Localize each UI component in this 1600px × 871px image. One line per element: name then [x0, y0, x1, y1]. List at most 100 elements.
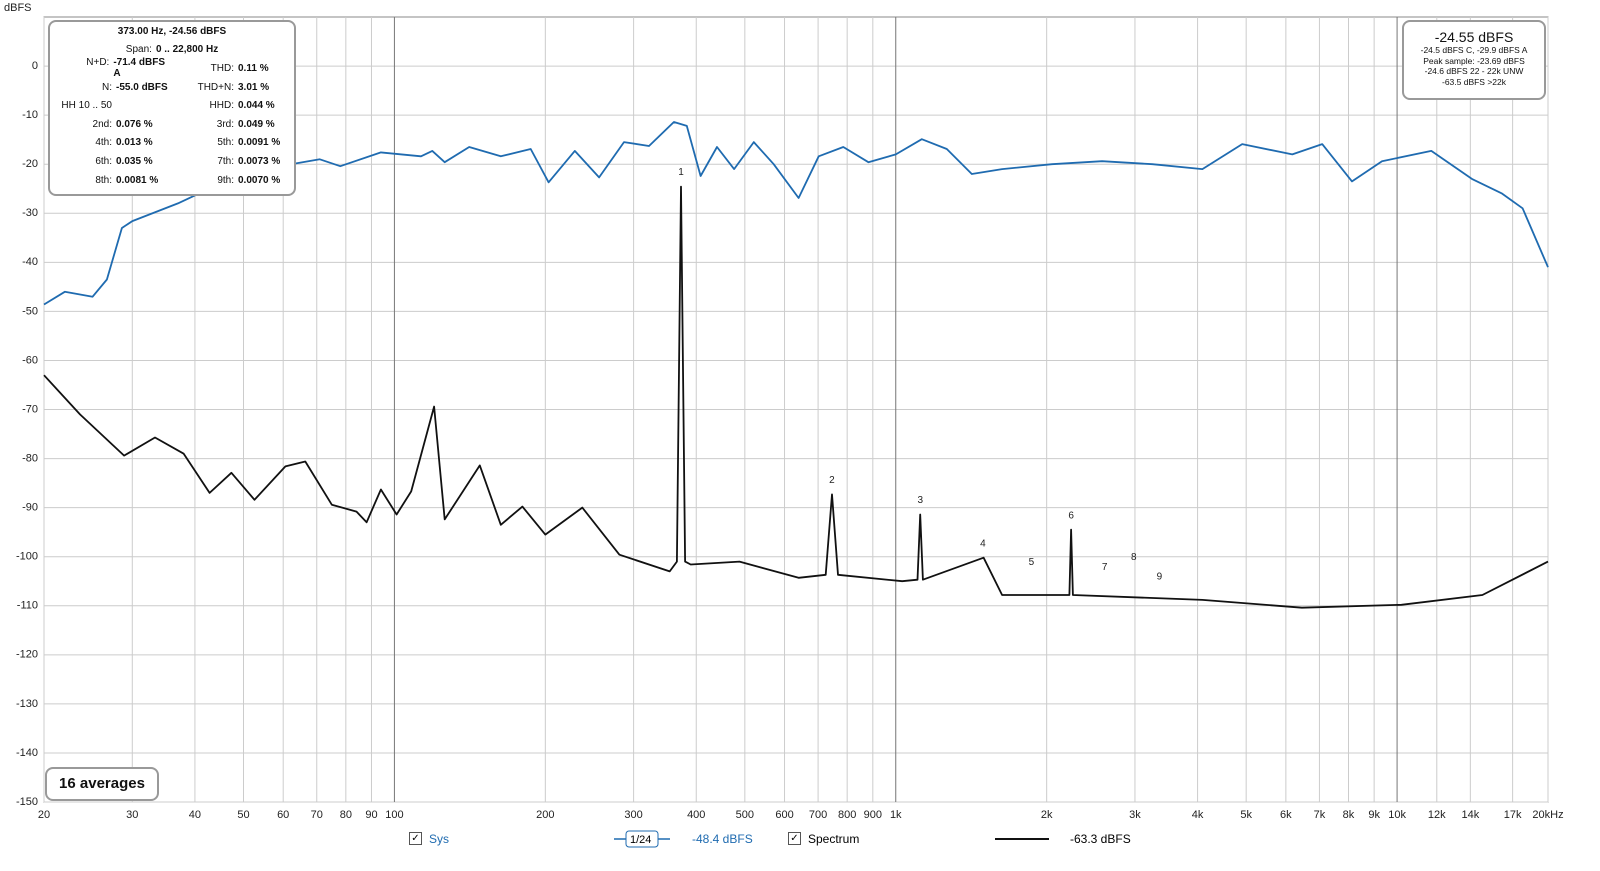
- readout-label: THD+N:: [197, 81, 234, 93]
- x-tick-label: 300: [624, 809, 642, 821]
- readout-row: N+D: -71.4 dBFS A THD: 0.11 %: [50, 57, 294, 80]
- x-tick-label: 14k: [1461, 809, 1479, 821]
- x-tick-label: 90: [365, 809, 377, 821]
- readout-value: -71.4 dBFS A: [113, 57, 166, 80]
- readout-label: HHD:: [209, 100, 234, 112]
- readout-cell: THD: 0.11 %: [172, 63, 294, 74]
- readout-cell: HHD: 0.044 %: [172, 100, 294, 111]
- legend-spectrum[interactable]: Spectrum: [808, 832, 860, 846]
- x-tick-label: 20kHz: [1532, 809, 1563, 821]
- readout-value: 0.11 %: [238, 62, 269, 74]
- readout-cell: 4th: 0.013 %: [50, 137, 172, 148]
- readout-value: 0.0091 %: [238, 137, 281, 149]
- y-tick-label: 0: [32, 60, 38, 72]
- readout-cell: HH 10 .. 50: [50, 100, 172, 111]
- spectrum-checkbox[interactable]: ✓: [788, 832, 801, 845]
- readout-label: 9th:: [217, 174, 234, 186]
- y-tick-label: -150: [16, 796, 38, 808]
- x-tick-label: 7k: [1314, 809, 1326, 821]
- level-line: -63.5 dBFS >22k: [1441, 76, 1507, 87]
- readout-cell: 5th: 0.0091 %: [172, 137, 294, 148]
- x-tick-label: 800: [838, 809, 856, 821]
- readout-label: 3rd:: [216, 118, 234, 130]
- y-tick-label: -60: [22, 354, 38, 366]
- x-tick-label: 70: [311, 809, 323, 821]
- readout-row: 4th: 0.013 % 5th: 0.0091 %: [50, 134, 294, 153]
- y-tick-label: -30: [22, 207, 38, 219]
- readout-label: 2nd:: [92, 118, 112, 130]
- x-tick-label: 400: [687, 809, 705, 821]
- smoothing[interactable]: 1/24: [630, 834, 652, 846]
- level-line: Peak sample: -23.69 dBFS: [1423, 55, 1525, 66]
- averages: 16 averages: [45, 767, 159, 801]
- y-tick-label: -100: [16, 551, 38, 563]
- y-tick-label: -40: [22, 256, 38, 268]
- y-tick-label: -10: [22, 109, 38, 121]
- x-tick-label: 900: [864, 809, 882, 821]
- x-tick-label: 500: [736, 809, 754, 821]
- readout-row: 6th: 0.035 % 7th: 0.0073 %: [50, 152, 294, 171]
- x-tick-label: 9k: [1368, 809, 1380, 821]
- x-tick-label: 50: [237, 809, 249, 821]
- readout-value: 0.013 %: [116, 137, 153, 149]
- y-tick-label: -20: [22, 158, 38, 170]
- x-tick-label: 17k: [1504, 809, 1522, 821]
- x-tick-label: 2k: [1041, 809, 1053, 821]
- x-tick-label: 8k: [1343, 809, 1355, 821]
- readout-cell: 8th: 0.0081 %: [50, 175, 172, 186]
- harmonic-label: 1: [678, 167, 684, 178]
- x-tick-label: 1k: [890, 809, 902, 821]
- readout-panel: 373.00 Hz, -24.56 dBFS Span: 0 .. 22,800 H…: [48, 20, 296, 196]
- readout-label: HH 10 .. 50: [61, 100, 112, 112]
- harmonic-label: 4: [980, 538, 986, 549]
- readout-title-row: 373.00 Hz, -24.56 dBFS: [50, 22, 294, 41]
- y-axis-label: dBFS: [4, 2, 32, 14]
- readout-cell: THD+N: 3.01 %: [172, 82, 294, 93]
- x-tick-label: 100: [385, 809, 403, 821]
- span-label: Span:: [125, 44, 152, 56]
- x-tick-label: 10k: [1388, 809, 1406, 821]
- readout-value: 0.0070 %: [238, 174, 281, 186]
- readout-value: 0.044 %: [238, 100, 275, 112]
- x-tick-label: 3k: [1129, 809, 1141, 821]
- sys-level: -48.4 dBFS: [692, 832, 753, 846]
- y-tick-label: -130: [16, 698, 38, 710]
- readout-label: THD:: [210, 62, 234, 74]
- legend-sys[interactable]: Sys: [429, 832, 450, 846]
- readout-row: N: -55.0 dBFS THD+N: 3.01 %: [50, 78, 294, 97]
- smoothing-icon[interactable]: [614, 829, 670, 849]
- x-tick-label: 700: [809, 809, 827, 821]
- readout-label: 6th:: [95, 155, 112, 167]
- harmonic-label: 5: [1029, 557, 1035, 568]
- readout-value: 0.076 %: [116, 118, 153, 130]
- readout-cell: 2nd: 0.076 %: [50, 119, 172, 130]
- x-tick-label: 12k: [1428, 809, 1446, 821]
- x-tick-label: 80: [340, 809, 352, 821]
- sys-checkbox[interactable]: ✓: [409, 832, 422, 845]
- x-tick-label: 5k: [1240, 809, 1252, 821]
- level-line: -24.6 dBFS 22 - 22k UNW: [1424, 66, 1524, 76]
- harmonic-label: 6: [1068, 510, 1074, 521]
- series-line: [43, 121, 1549, 306]
- readout-row: 2nd: 0.076 % 3rd: 0.049 %: [50, 115, 294, 134]
- x-tick-label: 30: [126, 809, 138, 821]
- y-tick-label: -80: [22, 452, 38, 464]
- readout-label: N:: [102, 81, 112, 93]
- readout-value: 0.035 %: [116, 155, 153, 167]
- y-tick-label: -50: [22, 305, 38, 317]
- harmonic-label: 8: [1131, 552, 1137, 563]
- span-value: 0 .. 22,800 Hz: [155, 44, 219, 56]
- spectrum-line-sample: [995, 838, 1049, 840]
- readout-cell: 9th: 0.0070 %: [172, 175, 294, 186]
- x-tick-label: 60: [277, 809, 289, 821]
- readout-label: 4th:: [95, 137, 112, 149]
- x-tick-label: 6k: [1280, 809, 1292, 821]
- y-tick-label: -120: [16, 649, 38, 661]
- readout-cell: 3rd: 0.049 %: [172, 119, 294, 130]
- harmonic-label: 3: [917, 495, 923, 506]
- y-tick-label: -90: [22, 502, 38, 514]
- readout-label: 7th:: [217, 155, 234, 167]
- x-tick-label: 40: [189, 809, 201, 821]
- harmonic-label: 7: [1102, 562, 1108, 573]
